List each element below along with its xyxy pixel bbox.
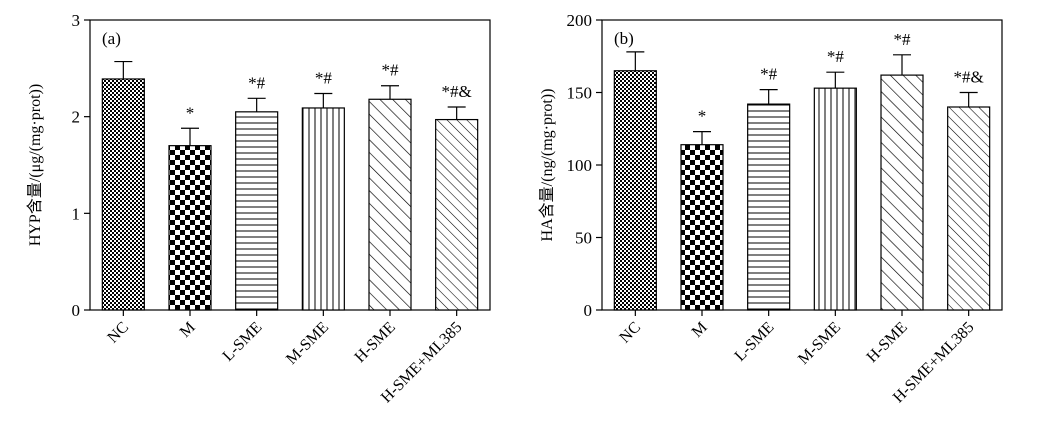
significance-label: * [186,103,195,122]
y-tick-label: 150 [567,84,593,103]
y-axis-label: HYP含量/(μg/(mg·prot)) [26,84,44,246]
significance-label: *# [382,61,400,80]
significance-label: *# [760,65,778,84]
x-tick-label: L-SME [732,319,778,365]
x-tick-label: M-SME [283,319,332,368]
plot-frame [89,19,491,311]
plot-frame [601,19,1003,311]
bar-l-sme [747,103,791,311]
x-tick-label: M [689,319,711,341]
x-tick-label: H-SME [864,319,911,366]
y-tick-label: 0 [584,301,593,320]
y-tick-label: 100 [567,156,593,175]
significance-label: *# [315,68,333,87]
panel-b: 0 50 100 150 200 HA含量/(ng/(mg·prot)) (b) NC * M *#… [538,11,1003,406]
bar-nc [101,78,145,311]
y-axis-label: HA含量/(ng/(mg·prot)) [538,89,556,242]
bar-h-sme [880,74,924,311]
bar-m-sme [301,107,345,311]
y-tick-label: 3 [72,11,81,30]
bar-h-sme [368,98,412,311]
y-tick-label: 0 [72,301,81,320]
panel-a: 0 1 2 3 HYP含量/(μg/(mg·prot)) (a) NC * M *# L-SME *#… [26,11,491,406]
significance-label: *# [827,47,845,66]
x-tick-label: M-SME [795,319,844,368]
significance-label: *# [894,30,912,49]
x-tick-label: M [177,319,199,341]
y-tick-label: 2 [72,108,81,127]
y-tick-label: 1 [72,204,81,223]
bar-m [680,144,724,311]
significance-label: *#& [954,68,984,87]
bar-h-sme-ml385 [947,106,991,311]
bar-nc [613,70,657,311]
x-tick-label: L-SME [220,319,266,365]
bar-h-sme-ml385 [435,118,479,311]
y-tick-label: 200 [567,11,593,30]
bar-m [168,145,212,311]
panel-label: (a) [102,29,121,48]
x-tick-label: NC [616,319,644,347]
significance-label: * [698,107,707,126]
bar-l-sme [235,111,279,311]
significance-label: *# [248,73,266,92]
y-tick-label: 50 [575,229,592,248]
x-tick-label: H-SME [352,319,399,366]
significance-label: *#& [442,82,472,101]
bar-m-sme [813,87,857,311]
x-tick-label: NC [104,319,132,347]
panel-label: (b) [614,29,634,48]
